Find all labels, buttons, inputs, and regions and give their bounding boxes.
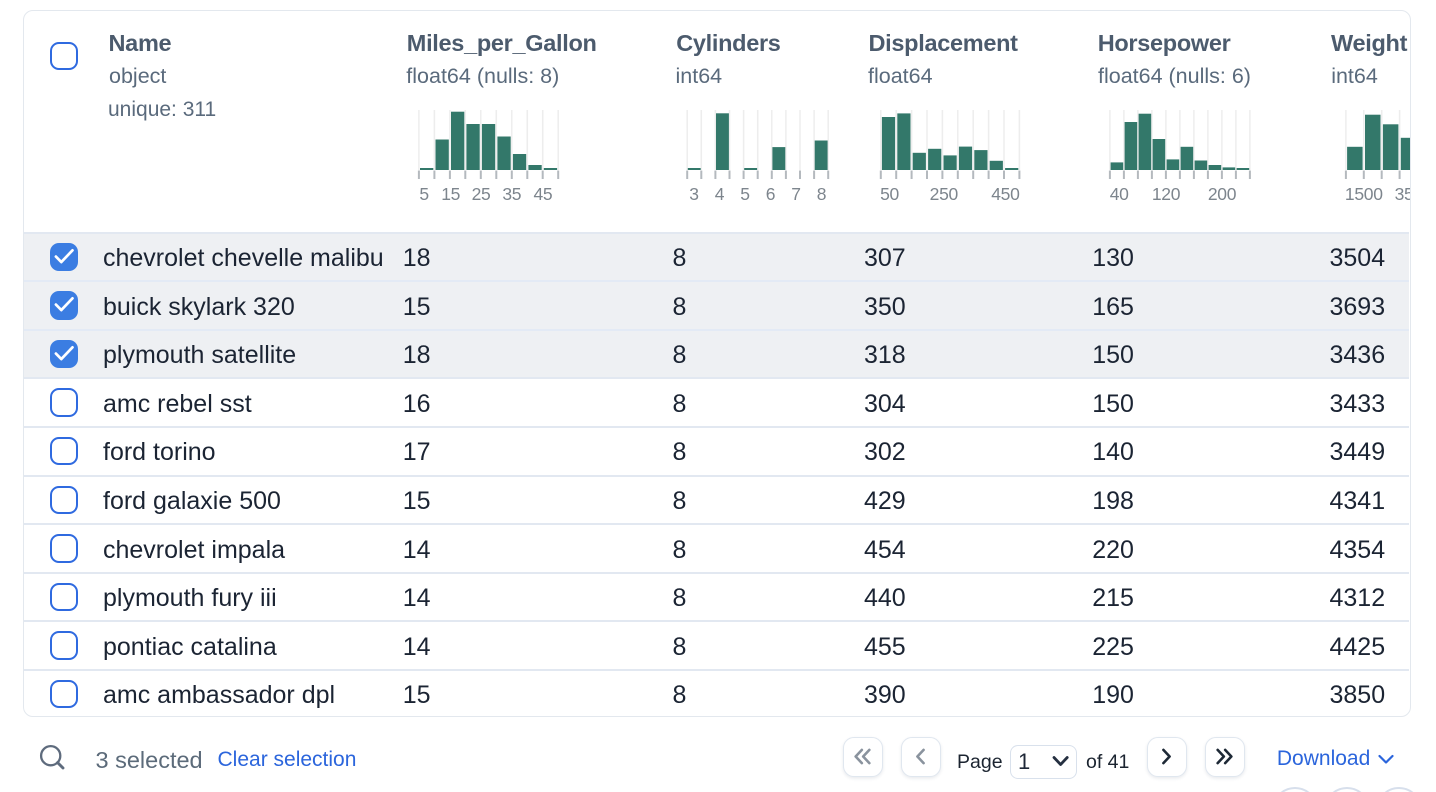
svg-text:6: 6 (765, 183, 774, 203)
svg-text:7: 7 (791, 183, 800, 203)
svg-text:1500: 1500 (1344, 183, 1382, 203)
svg-text:8: 8 (816, 183, 825, 203)
svg-text:250: 250 (930, 183, 959, 203)
svg-text:45: 45 (533, 183, 552, 203)
svg-text:15: 15 (441, 183, 460, 203)
svg-text:200: 200 (1207, 183, 1236, 203)
svg-text:50: 50 (880, 183, 899, 203)
svg-text:3: 3 (689, 183, 698, 203)
svg-text:3500: 3500 (1394, 183, 1411, 203)
svg-text:25: 25 (471, 183, 490, 203)
svg-text:5: 5 (740, 183, 749, 203)
svg-text:5: 5 (419, 183, 428, 203)
svg-text:4: 4 (714, 183, 724, 203)
svg-text:35: 35 (502, 183, 521, 203)
svg-text:120: 120 (1151, 183, 1180, 203)
svg-text:40: 40 (1109, 183, 1128, 203)
svg-text:450: 450 (991, 183, 1020, 203)
